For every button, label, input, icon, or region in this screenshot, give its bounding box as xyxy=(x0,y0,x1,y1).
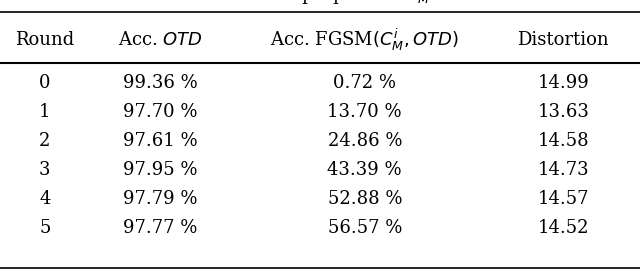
Text: Distortion: Distortion xyxy=(517,31,609,49)
Text: 1: 1 xyxy=(39,103,51,121)
Text: 24.86 %: 24.86 % xyxy=(328,132,402,150)
Text: 56.57 %: 56.57 % xyxy=(328,219,402,237)
Text: 5: 5 xyxy=(39,219,51,237)
Text: $\mathbf{Table\ 2:}$ Performance of DLN prepended $C_M$ for MNIST: $\mathbf{Table\ 2:}$ Performance of DLN … xyxy=(13,0,534,6)
Text: 0: 0 xyxy=(39,74,51,92)
Text: 13.63: 13.63 xyxy=(537,103,589,121)
Text: 52.88 %: 52.88 % xyxy=(328,190,402,208)
Text: Acc. FGSM$(C_M^i,\mathit{OTD})$: Acc. FGSM$(C_M^i,\mathit{OTD})$ xyxy=(270,27,460,53)
Text: Acc. $\mathit{OTD}$: Acc. $\mathit{OTD}$ xyxy=(118,31,202,49)
Text: 14.52: 14.52 xyxy=(538,219,589,237)
Text: 0.72 %: 0.72 % xyxy=(333,74,396,92)
Text: 43.39 %: 43.39 % xyxy=(328,161,402,179)
Text: 13.70 %: 13.70 % xyxy=(328,103,402,121)
Text: 97.79 %: 97.79 % xyxy=(123,190,197,208)
Text: 14.73: 14.73 xyxy=(538,161,589,179)
Text: 14.99: 14.99 xyxy=(538,74,589,92)
Text: 99.36 %: 99.36 % xyxy=(123,74,197,92)
Text: 97.77 %: 97.77 % xyxy=(123,219,197,237)
Text: 14.57: 14.57 xyxy=(538,190,589,208)
Text: 97.95 %: 97.95 % xyxy=(123,161,197,179)
Text: 97.61 %: 97.61 % xyxy=(123,132,197,150)
Text: 2: 2 xyxy=(39,132,51,150)
Text: Round: Round xyxy=(15,31,74,49)
Text: 14.58: 14.58 xyxy=(538,132,589,150)
Text: 3: 3 xyxy=(39,161,51,179)
Text: 4: 4 xyxy=(39,190,51,208)
Text: 97.70 %: 97.70 % xyxy=(123,103,197,121)
